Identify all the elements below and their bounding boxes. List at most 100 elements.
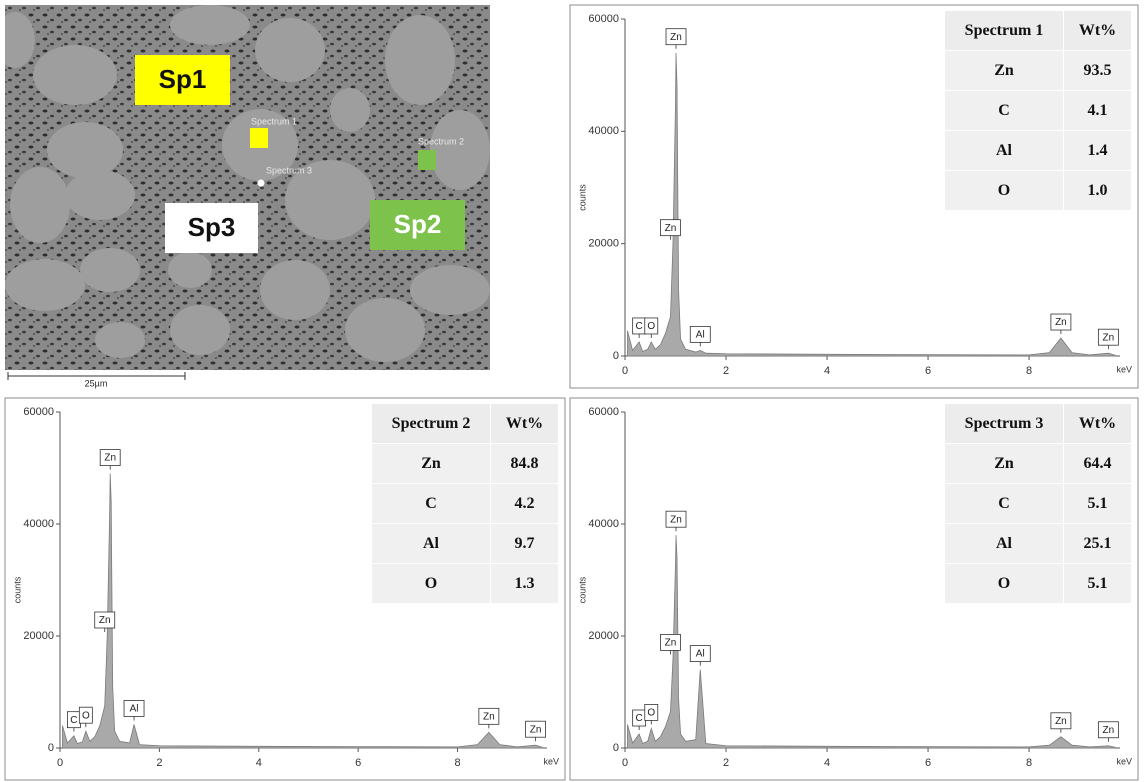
table-value: 84.8	[511, 455, 539, 472]
x-axis-label: keV	[1116, 364, 1132, 374]
x-tick-label: 4	[824, 757, 830, 769]
table-value: 93.5	[1084, 62, 1112, 79]
annotation: C	[70, 715, 77, 726]
annotation: Zn	[665, 638, 677, 649]
y-axis-label: counts	[577, 576, 587, 603]
y-tick-label: 40000	[588, 518, 619, 530]
y-tick-label: 40000	[588, 125, 619, 137]
table-value: 1.3	[515, 575, 535, 592]
annotation: Zn	[99, 615, 111, 626]
table-header: Wt%	[1079, 22, 1116, 39]
table-value: Zn	[994, 62, 1014, 79]
x-tick-label: 4	[256, 757, 262, 769]
x-tick-label: 0	[57, 757, 63, 769]
spectrum-chart: 020000400006000002468keVcountsCOZnZnAlZn…	[5, 398, 565, 780]
x-tick-label: 6	[355, 757, 361, 769]
spectrum-site-label: Spectrum 1	[251, 116, 297, 126]
table-value: C	[998, 495, 1010, 512]
y-tick-label: 40000	[23, 518, 54, 530]
annotation: Zn	[1103, 725, 1115, 736]
table-value: 64.4	[1084, 455, 1112, 472]
annotation: Zn	[104, 453, 116, 464]
x-tick-label: 6	[925, 365, 931, 377]
annotation: Zn	[1055, 317, 1067, 328]
y-tick-label: 60000	[23, 406, 54, 418]
table-value: C	[425, 495, 437, 512]
spectrum-site	[418, 150, 436, 170]
table-value: 1.0	[1088, 182, 1108, 199]
x-tick-label: 2	[156, 757, 162, 769]
table-value: O	[998, 182, 1010, 199]
y-tick-label: 60000	[588, 406, 619, 418]
table-value: O	[998, 575, 1010, 592]
spectrum-site-label: Spectrum 2	[418, 136, 464, 146]
table-value: 5.1	[1088, 495, 1108, 512]
page: { "image": { "regions": [ {"label": "Sp1…	[0, 0, 1144, 782]
table-value: 5.1	[1088, 575, 1108, 592]
y-axis-label: counts	[577, 184, 587, 211]
annotation: O	[647, 321, 655, 332]
spectrum-site	[250, 128, 268, 148]
table-header: Wt%	[1079, 415, 1116, 432]
table-header: Spectrum 2	[392, 415, 471, 432]
table-value: Al	[996, 142, 1013, 159]
y-tick-label: 60000	[588, 13, 619, 25]
table-value: Zn	[994, 455, 1014, 472]
y-axis-label: counts	[12, 576, 22, 603]
annotation: Zn	[670, 32, 682, 43]
table-header: Spectrum 3	[965, 415, 1044, 432]
annotation: Zn	[483, 711, 495, 722]
annotation: C	[636, 321, 643, 332]
x-tick-label: 2	[723, 757, 729, 769]
x-axis-label: keV	[1116, 756, 1132, 766]
figure: Sp1Spectrum 1Sp2Spectrum 2Sp3Spectrum 3 …	[0, 0, 1144, 782]
y-tick-label: 0	[613, 350, 619, 362]
x-tick-label: 8	[454, 757, 460, 769]
x-tick-label: 4	[824, 365, 830, 377]
table-value: 4.1	[1088, 102, 1108, 119]
x-tick-label: 8	[1026, 365, 1032, 377]
table-value: Al	[996, 535, 1013, 552]
y-tick-label: 0	[613, 742, 619, 754]
table-value: 25.1	[1084, 535, 1112, 552]
annotation: Zn	[670, 514, 682, 525]
table-value: Al	[423, 535, 440, 552]
annotation: C	[636, 713, 643, 724]
x-tick-label: 2	[723, 365, 729, 377]
scale-bar-label: 25µm	[85, 378, 108, 388]
x-axis-label: keV	[543, 756, 559, 766]
spectrum-chart: 020000400006000002468keVcountsCOZnZnAlZn…	[570, 398, 1138, 780]
y-tick-label: 20000	[588, 630, 619, 642]
x-tick-label: 8	[1026, 757, 1032, 769]
annotation: Al	[696, 330, 705, 341]
annotation: Zn	[1103, 332, 1115, 343]
x-tick-label: 0	[622, 757, 628, 769]
annotation: Al	[130, 704, 139, 715]
spectrum-site	[258, 180, 265, 187]
annotation: Al	[696, 649, 705, 660]
spectrum-site-label: Spectrum 3	[266, 165, 312, 175]
x-tick-label: 0	[622, 365, 628, 377]
annotation: O	[82, 710, 90, 721]
y-tick-label: 0	[48, 742, 54, 754]
y-tick-label: 20000	[588, 238, 619, 250]
table-value: 9.7	[515, 535, 535, 552]
table-value: Zn	[421, 455, 441, 472]
y-tick-label: 20000	[23, 630, 54, 642]
table-value: C	[998, 102, 1010, 119]
table-header: Spectrum 1	[965, 22, 1044, 39]
sem-image: Sp1 Spectrum 1 Sp2 Spectrum 2 Sp3 Spectrum 3	[0, 5, 490, 370]
table-value: 1.4	[1088, 142, 1108, 159]
annotation: Zn	[1055, 716, 1067, 727]
annotation: O	[647, 708, 655, 719]
region-label: Sp2	[394, 209, 442, 239]
annotation: Zn	[530, 724, 542, 735]
x-tick-label: 6	[925, 757, 931, 769]
annotation: Zn	[665, 223, 677, 234]
region-label: Sp3	[188, 212, 236, 242]
region-label: Sp1	[159, 64, 207, 94]
table-value: O	[425, 575, 437, 592]
table-header: Wt%	[506, 415, 543, 432]
table-value: 4.2	[515, 495, 535, 512]
